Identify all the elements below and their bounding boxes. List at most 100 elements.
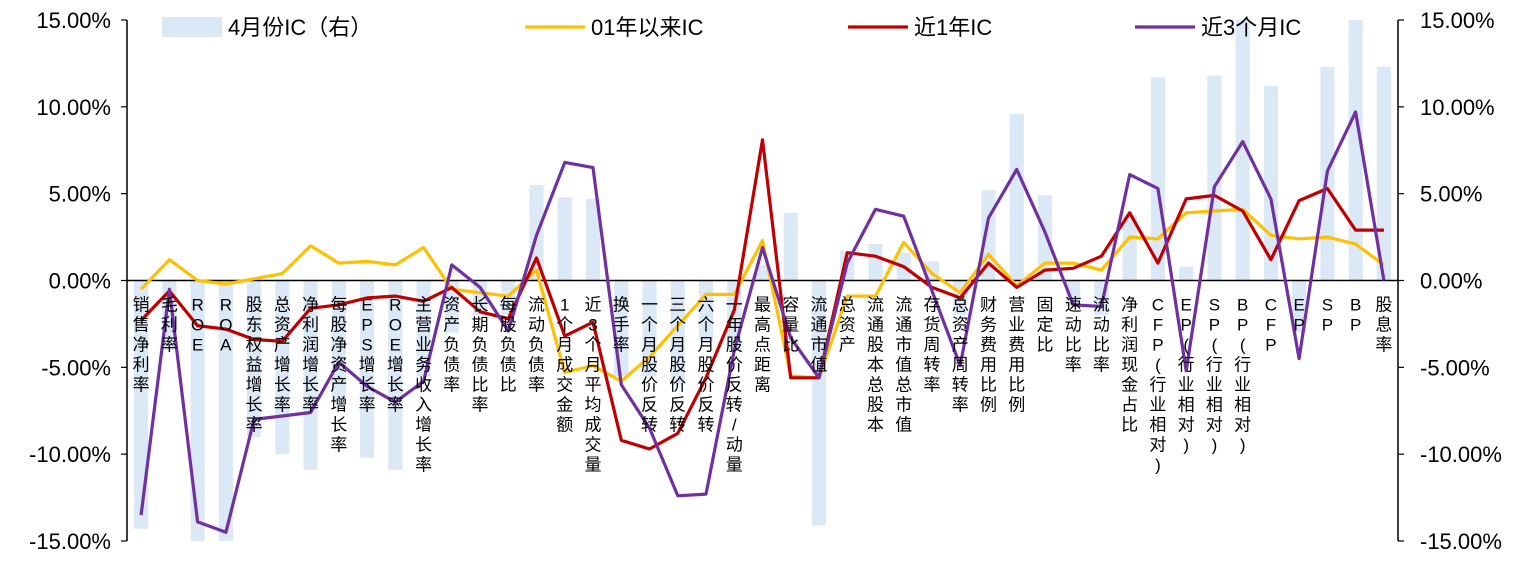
category-label-1: 毛利率 (161, 296, 178, 355)
bar-44 (1376, 66, 1391, 281)
category-label-29: 总资产周转率 (952, 296, 969, 415)
category-label-13: 每股负债比 (500, 296, 517, 395)
category-label-39: B P (行业相对) (1234, 296, 1251, 455)
category-label-11: 资产负债率 (443, 296, 460, 395)
category-label-32: 固定比 (1036, 296, 1053, 355)
category-label-14: 流动负债率 (528, 296, 545, 395)
category-label-9: R O E 增长率 (387, 296, 404, 415)
bar-37 (1179, 266, 1194, 281)
series-line-1 (139, 138, 1384, 451)
bar-31 (1009, 113, 1024, 281)
category-label-16: 近 3 个月平均成交量 (585, 296, 602, 475)
bar-22 (755, 264, 770, 281)
category-label-25: 总资产 (839, 296, 856, 355)
category-label-37: E P (行业相对) (1178, 296, 1195, 455)
series-line-2 (139, 110, 1386, 534)
bar-2 (190, 280, 205, 541)
bar-41 (1292, 280, 1307, 333)
bar-15 (557, 197, 572, 281)
bar-11 (444, 280, 459, 333)
category-label-5: 总资产增长率 (274, 296, 291, 415)
legend-label-1: 01年以来IC (591, 15, 704, 40)
category-label-33: 速动比率 (1065, 296, 1082, 375)
category-label-23: 容量比 (782, 296, 799, 355)
category-label-28: 存货周转率 (923, 296, 940, 395)
bar-24 (811, 280, 827, 526)
lines-layer (139, 110, 1386, 534)
right-tick-label-0: 15.00% (1420, 8, 1495, 33)
bar-38 (1207, 75, 1222, 281)
bar-32 (1037, 195, 1053, 281)
bar-16 (585, 198, 601, 281)
bar-35 (1122, 214, 1137, 281)
bar-0 (134, 280, 149, 529)
category-label-8: E P S 增长率 (359, 296, 376, 415)
right-tick-label-5: -10.00% (1420, 442, 1502, 467)
category-label-21: 一年股价反转/动量 (726, 296, 743, 475)
category-label-0: 销售净利率 (133, 296, 150, 395)
legend-swatch-0 (162, 17, 222, 37)
left-tick-label-1: 10.00% (36, 95, 111, 120)
bar-23 (783, 212, 798, 281)
left-tick-label-6: -15.00% (29, 529, 111, 554)
left-tick-label-5: -10.00% (29, 442, 111, 467)
bar-3 (218, 280, 233, 541)
category-label-35: 净利润现金占比 (1121, 296, 1138, 435)
tick-labels: 15.00% 15.00% 10.00% 10.00% 5.00% 5.00% 0.00% 0… (29, 8, 1502, 554)
category-label-15: 1 个月成交金额 (556, 296, 573, 435)
bar-7 (331, 280, 346, 403)
legend-label-0: 4月份IC（右） (228, 15, 372, 40)
bar-4 (247, 280, 262, 437)
category-label-4: 股东权益增长率 (246, 296, 263, 435)
category-label-38: S P (行业相对) (1206, 296, 1223, 455)
legend: 4月份IC（右） 01年以来IC 近1年IC 近3个月IC (162, 15, 1301, 40)
right-tick-label-6: -15.00% (1420, 529, 1502, 554)
category-label-26: 流通股本总股本 (867, 296, 884, 435)
left-tick-label-2: 5.00% (49, 182, 111, 207)
bar-1 (162, 280, 177, 350)
bar-19 (670, 280, 685, 385)
bar-5 (275, 280, 290, 455)
category-label-34: 流动比率 (1093, 296, 1110, 375)
axes-layer (121, 19, 1404, 542)
left-tick-label-3: 0.00% (49, 269, 111, 294)
category-label-24: 流通市值 (810, 296, 827, 375)
right-tick-label-4: -5.00% (1420, 355, 1490, 380)
category-label-12: 长期负债比率 (472, 296, 489, 415)
legend-label-2: 近1年IC (914, 15, 992, 40)
bar-6 (303, 280, 318, 470)
category-label-30: 财务费用比例 (980, 296, 997, 415)
category-label-36: C F P (行业相对) (1149, 296, 1166, 475)
bar-43 (1348, 20, 1363, 281)
left-tick-label-4: -5.00% (41, 355, 111, 380)
category-label-18: 一个月股价反转 (641, 296, 658, 435)
right-tick-label-3: 0.00% (1420, 269, 1482, 294)
bar-36 (1150, 77, 1165, 281)
category-label-27: 流通市值总市值 (895, 296, 912, 435)
category-label-19: 三个月股价反转 (669, 296, 686, 435)
category-label-31: 营业费用比例 (1008, 296, 1025, 415)
bar-10 (416, 280, 431, 377)
left-tick-label-0: 15.00% (36, 8, 111, 33)
category-label-44: 股息率 (1375, 296, 1392, 355)
category-label-17: 换手率 (613, 296, 630, 355)
bar-13 (501, 280, 516, 316)
legend-label-3: 近3个月IC (1201, 15, 1301, 40)
category-label-6: 净利润增长率 (302, 296, 319, 415)
category-label-20: 六个月股价反转 (698, 296, 715, 435)
bar-12 (472, 280, 488, 316)
category-label-10: 主营业务收入增长率 (415, 296, 432, 475)
right-tick-label-1: 10.00% (1420, 95, 1495, 120)
bar-8 (360, 280, 375, 458)
bar-26 (868, 244, 883, 281)
right-tick-label-2: 5.00% (1420, 182, 1482, 207)
